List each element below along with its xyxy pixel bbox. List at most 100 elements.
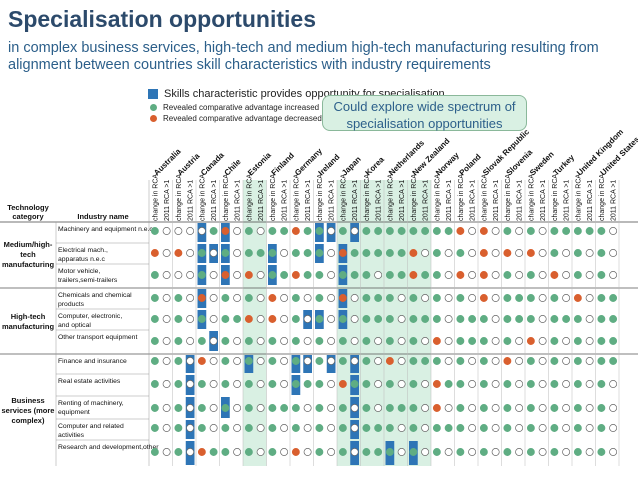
dot-empty xyxy=(209,424,218,432)
dot-increased xyxy=(221,357,230,365)
industry-label: Computer and related xyxy=(58,423,124,430)
dot-empty xyxy=(491,404,500,412)
dot-empty xyxy=(444,315,453,323)
dot-decreased xyxy=(221,271,230,279)
dot-increased xyxy=(268,380,277,388)
subcolumn-rca-label: 2011 RCA >1 xyxy=(329,180,336,221)
dot-increased xyxy=(421,271,430,279)
dot-empty xyxy=(515,448,524,456)
dot-increased xyxy=(597,404,606,412)
industry-label: products xyxy=(58,301,85,308)
dot-decreased xyxy=(456,227,465,235)
dot-empty xyxy=(421,294,430,302)
dot-empty xyxy=(233,249,242,257)
technology-header-line2: category xyxy=(12,212,44,221)
dot-increased xyxy=(315,315,324,323)
dot-increased xyxy=(456,294,465,302)
country-label: Finland xyxy=(270,151,297,178)
dot-increased xyxy=(550,404,559,412)
subcolumn-change-label: change in RCA xyxy=(364,174,371,221)
dot-decreased xyxy=(291,227,300,235)
dot-increased xyxy=(374,424,383,432)
dot-increased xyxy=(150,337,159,345)
dot-decreased xyxy=(456,271,465,279)
country-label: Chile xyxy=(223,157,244,178)
dot-empty xyxy=(327,404,336,412)
dot-empty xyxy=(256,315,265,323)
dot-increased xyxy=(526,404,535,412)
dot-empty xyxy=(186,271,195,279)
dot-increased xyxy=(550,227,559,235)
dot-empty xyxy=(538,337,547,345)
dot-increased xyxy=(573,227,582,235)
dot-empty xyxy=(421,448,430,456)
dot-increased xyxy=(150,294,159,302)
dot-empty xyxy=(350,337,359,345)
industry-label: apparatus n.e.c xyxy=(58,256,105,263)
dot-increased xyxy=(315,337,324,345)
highlight-band-new-zealand xyxy=(407,180,431,466)
dot-empty xyxy=(444,249,453,257)
dot-increased xyxy=(197,380,206,388)
dot-empty xyxy=(491,249,500,257)
dot-empty xyxy=(585,424,594,432)
dot-empty xyxy=(209,380,218,388)
dot-increased xyxy=(526,357,535,365)
dot-increased xyxy=(197,249,206,257)
dot-empty xyxy=(585,315,594,323)
dot-increased xyxy=(409,380,418,388)
dot-empty xyxy=(538,424,547,432)
dot-decreased xyxy=(244,271,253,279)
dot-increased xyxy=(244,380,253,388)
dot-increased xyxy=(385,448,394,456)
dot-increased xyxy=(503,337,512,345)
subcolumn-rca-label: 2011 RCA >1 xyxy=(164,180,171,221)
dot-empty xyxy=(538,294,547,302)
dot-empty xyxy=(397,315,406,323)
dot-increased xyxy=(479,448,488,456)
dot-empty xyxy=(256,337,265,345)
subcolumn-change-label: change in RCA xyxy=(411,174,418,221)
dot-increased xyxy=(174,315,183,323)
dot-decreased xyxy=(385,357,394,365)
dot-empty xyxy=(585,294,594,302)
dot-increased xyxy=(550,357,559,365)
subcolumn-change-label: change in RCA xyxy=(552,174,559,221)
industry-label: Renting of machinery, xyxy=(58,400,124,407)
dot-increased xyxy=(374,294,383,302)
dot-increased xyxy=(268,424,277,432)
dot-empty xyxy=(303,315,312,323)
subcolumn-rca-label: 2011 RCA >1 xyxy=(188,180,195,221)
dot-empty xyxy=(209,249,218,257)
dot-empty xyxy=(468,227,477,235)
dot-empty xyxy=(162,448,171,456)
dot-increased xyxy=(338,357,347,365)
dot-empty xyxy=(162,315,171,323)
dot-empty xyxy=(397,424,406,432)
dot-empty xyxy=(327,249,336,257)
dot-decreased xyxy=(197,357,206,365)
dot-empty xyxy=(374,404,383,412)
dot-empty xyxy=(256,448,265,456)
dot-empty xyxy=(585,357,594,365)
industry-header: Industry name xyxy=(77,212,128,221)
dot-empty xyxy=(350,404,359,412)
dot-increased xyxy=(268,404,277,412)
industry-label: Chemicals and chemical xyxy=(58,292,132,299)
dot-increased xyxy=(197,404,206,412)
industry-label: Research and development,other xyxy=(58,444,159,451)
dot-increased xyxy=(244,448,253,456)
country-label: Estonia xyxy=(246,150,273,177)
dot-decreased xyxy=(338,380,347,388)
dot-empty xyxy=(162,337,171,345)
dot-empty xyxy=(444,448,453,456)
dot-increased xyxy=(315,404,324,412)
dot-empty xyxy=(186,227,195,235)
dot-increased xyxy=(409,404,418,412)
dot-empty xyxy=(562,337,571,345)
dot-increased xyxy=(409,227,418,235)
dot-increased xyxy=(397,249,406,257)
country-label: Japan xyxy=(340,155,363,178)
subcolumn-rca-label: 2011 RCA >1 xyxy=(352,180,359,221)
dot-empty xyxy=(421,380,430,388)
